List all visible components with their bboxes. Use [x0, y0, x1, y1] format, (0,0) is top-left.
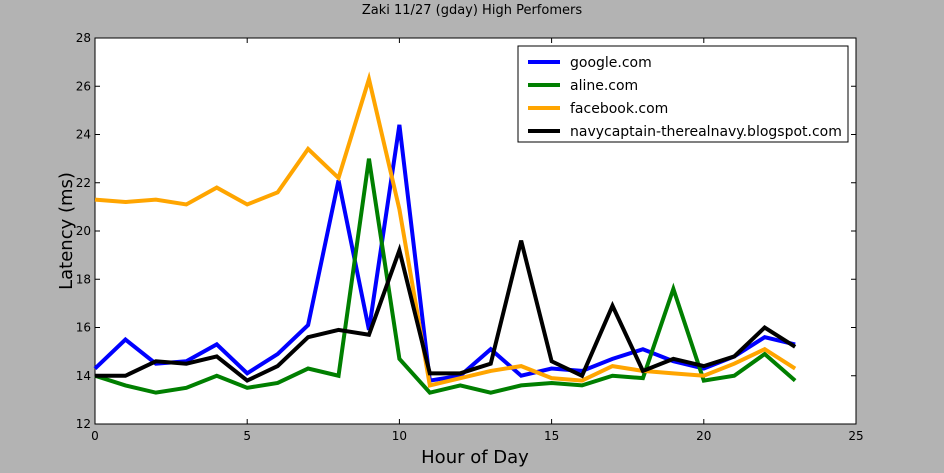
y-tick-label: 24 — [76, 128, 91, 142]
series-line-4 — [95, 240, 797, 383]
y-tick-label: 22 — [76, 176, 91, 190]
y-tick-label: 16 — [76, 321, 91, 335]
y-tick-label: 20 — [76, 224, 91, 238]
legend-entry: google.com — [570, 55, 652, 71]
y-tick-label: 26 — [76, 79, 91, 93]
x-tick-label: 10 — [392, 429, 407, 443]
legend-entry: facebook.com — [570, 101, 668, 117]
x-tick-label: 25 — [848, 429, 863, 443]
y-axis-label: Latency (ms) — [56, 172, 77, 290]
legend-box — [517, 45, 849, 143]
y-tick-label: 12 — [76, 417, 91, 431]
axis-ticks: 0 5 10 15 20 25 12 14 16 18 20 22 24 26 28 — [76, 31, 864, 443]
legend: google.com aline.com facebook.com navycapta… — [517, 45, 849, 143]
x-tick-label: 20 — [696, 429, 711, 443]
series-line-3 — [94, 71, 797, 388]
y-tick-label: 18 — [76, 272, 91, 286]
chart-title: Zaki 11/27 (gday) High Perfomers — [362, 3, 582, 18]
series-line-2 — [94, 158, 797, 395]
series-layer — [93, 71, 797, 395]
x-tick-label: 5 — [243, 429, 251, 443]
x-tick-label: 15 — [544, 429, 559, 443]
legend-entry: aline.com — [570, 78, 638, 94]
x-tick-label: 0 — [91, 429, 99, 443]
y-tick-label: 28 — [76, 31, 91, 45]
x-axis-label: Hour of Day — [421, 447, 529, 468]
y-tick-label: 14 — [76, 369, 91, 383]
legend-entry: navycaptain-therealnavy.blogspot.com — [570, 124, 842, 140]
series-line-1 — [93, 124, 796, 383]
